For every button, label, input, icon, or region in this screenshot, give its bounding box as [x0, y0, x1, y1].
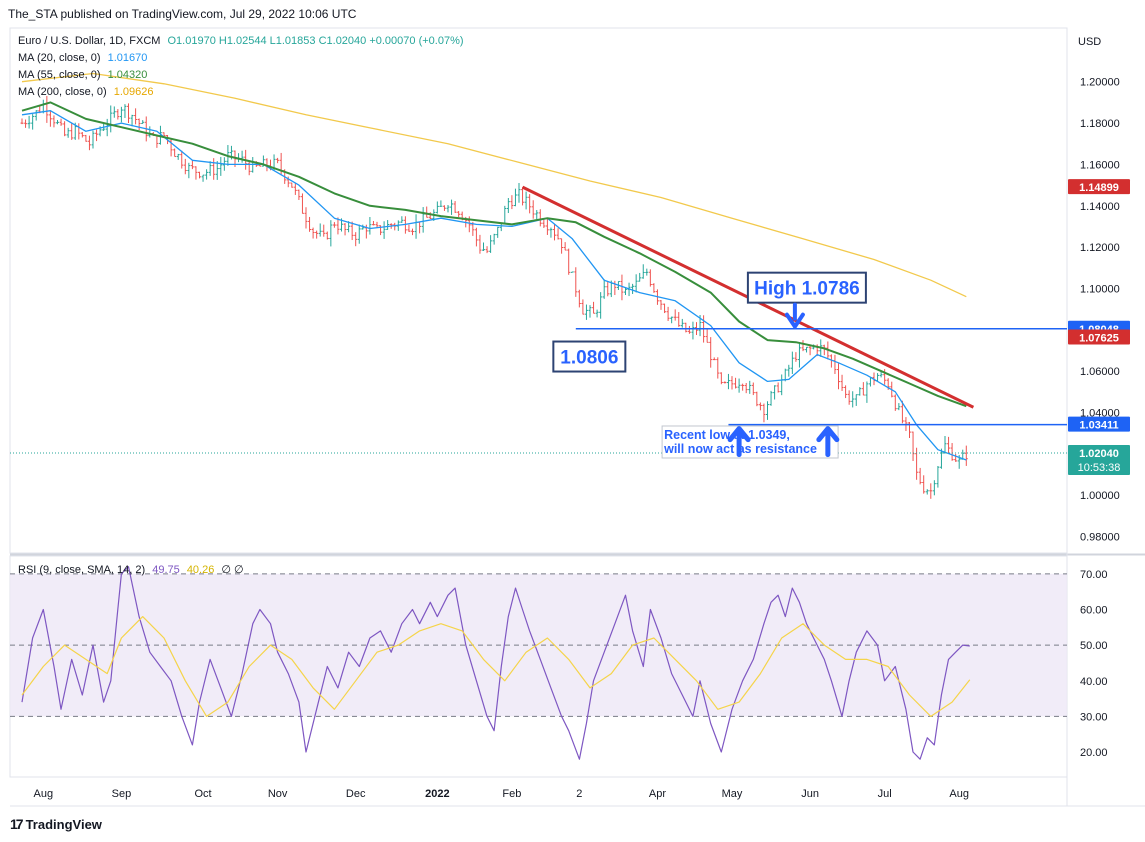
- ohlc-values: O1.01970 H1.02544 L1.01853 C1.02040 +0.0…: [167, 35, 464, 47]
- price-axis-label-bg: [1068, 179, 1130, 195]
- arrow-up-icon: [816, 426, 840, 458]
- time-tick-label: Nov: [268, 788, 288, 800]
- ma20-label: MA (20, close, 0): [18, 52, 101, 64]
- ma200-label: MA (200, close, 0): [18, 86, 107, 98]
- time-tick-label: Oct: [194, 788, 211, 800]
- price-tick-label: 1.14000: [1080, 201, 1120, 213]
- resistance-note-box[interactable]: [661, 425, 839, 459]
- rsi-sma-line[interactable]: [21, 616, 971, 717]
- publisher-line: The_STA published on TradingView.com, Ju…: [8, 7, 357, 21]
- price-axis-label: 1.02040: [1079, 448, 1119, 460]
- rsi-line[interactable]: [21, 566, 970, 760]
- price-axis-label-bg: [1068, 329, 1130, 345]
- time-tick-label: Jul: [878, 788, 892, 800]
- time-tick-label: 2022: [425, 788, 449, 800]
- price-tick-label: 1.04000: [1080, 407, 1120, 419]
- level-annotation-text: 1.0806: [560, 348, 618, 369]
- high-annotation-text: High 1.0786: [754, 279, 860, 300]
- rsi-band: [10, 573, 1067, 717]
- rsi-tick-label: 40.00: [1080, 676, 1108, 688]
- high-annotation-box[interactable]: [746, 271, 867, 304]
- time-tick-label: Dec: [346, 788, 366, 800]
- price-axis-label: 1.03411: [1079, 420, 1118, 432]
- price-tick-label: 1.16000: [1080, 159, 1120, 171]
- arrow-down-icon: [784, 302, 805, 329]
- rsi-tick-label: 70.00: [1080, 569, 1108, 581]
- price-axis-label-bg: [1068, 416, 1130, 432]
- rsi-tick-label: 50.00: [1080, 640, 1108, 652]
- arrow-up-icon: [727, 426, 751, 458]
- tradingview-logo-icon: 17: [10, 816, 24, 832]
- price-tick-label: 1.20000: [1080, 77, 1120, 89]
- price-axis-label: 1.07625: [1079, 333, 1119, 345]
- ma55-value: 1.04320: [107, 69, 148, 81]
- time-tick-label: May: [722, 788, 743, 800]
- time-tick-label: Apr: [649, 788, 666, 800]
- ma200-line[interactable]: [21, 72, 967, 298]
- rsi-value: 49.75: [152, 564, 180, 576]
- ma20-legend[interactable]: MA (20, close, 0) 1.01670: [18, 52, 147, 64]
- price-tick-label: 0.98000: [1080, 531, 1120, 543]
- ma55-legend[interactable]: MA (55, close, 0) 1.04320: [18, 69, 147, 81]
- candles: [20, 95, 968, 499]
- ma20-value: 1.01670: [107, 52, 148, 64]
- resistance-note-text: Recent low at 1.0349,: [664, 428, 790, 442]
- time-tick-label: 2: [576, 788, 582, 800]
- price-axis-label: 1.14899: [1079, 182, 1119, 194]
- main-pane[interactable]: [9, 27, 1068, 554]
- price-axis-label-bg: [1068, 444, 1130, 475]
- rsi-tick-label: 20.00: [1080, 747, 1108, 759]
- time-tick-label: Feb: [502, 788, 521, 800]
- time-tick-label: Jun: [801, 788, 819, 800]
- rsi-tick-label: 30.00: [1080, 711, 1108, 723]
- time-tick-label: Aug: [34, 788, 54, 800]
- price-tick-label: 1.18000: [1080, 118, 1120, 130]
- bar-countdown: 10:53:38: [1078, 462, 1121, 474]
- symbol-legend: Euro / U.S. Dollar, 1D, FXCM O1.01970 H1…: [18, 35, 464, 47]
- currency-label: USD: [1078, 36, 1101, 48]
- rsi-label: RSI (9, close, SMA, 14, 2): [18, 564, 146, 576]
- ma200-legend[interactable]: MA (200, close, 0) 1.09626: [18, 86, 153, 98]
- level-annotation-box[interactable]: [552, 340, 627, 373]
- time-tick-label: Sep: [112, 788, 132, 800]
- ma200-value: 1.09626: [113, 86, 154, 98]
- ma55-line[interactable]: [21, 101, 967, 408]
- price-tick-label: 1.10000: [1080, 283, 1120, 295]
- time-tick-label: Aug: [949, 788, 969, 800]
- ma55-label: MA (55, close, 0): [18, 69, 101, 81]
- symbol-name: Euro / U.S. Dollar, 1D, FXCM: [18, 35, 161, 47]
- tradingview-brand[interactable]: 17 TradingView: [10, 816, 102, 832]
- rsi-tick-label: 60.00: [1080, 604, 1108, 616]
- brand-text: TradingView: [25, 816, 102, 832]
- price-tick-label: 1.12000: [1080, 242, 1120, 254]
- rsi-legend[interactable]: RSI (9, close, SMA, 14, 2) 49.75 40.26 ∅…: [18, 563, 244, 576]
- price-tick-label: 1.00000: [1080, 490, 1120, 502]
- rsi-extra: ∅ ∅: [221, 564, 244, 576]
- rsi-sma-value: 40.26: [186, 564, 215, 576]
- price-tick-label: 1.06000: [1080, 366, 1120, 378]
